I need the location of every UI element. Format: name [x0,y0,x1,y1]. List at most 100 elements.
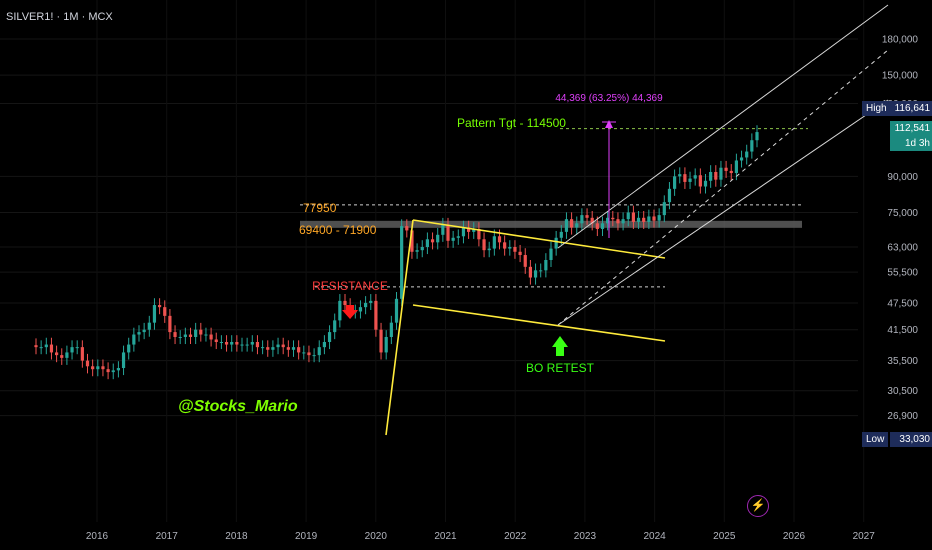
candle-body [590,217,594,224]
pole-line [385,219,414,436]
candle-body [65,352,69,358]
candle-body [461,227,466,237]
candle-body [724,167,728,171]
symbol-title[interactable]: SILVER1! · 1M · MCX [6,11,113,23]
candle-body [693,175,697,179]
channel-mid-line [557,49,889,326]
candle-body [688,178,692,182]
candle-body [703,180,708,187]
candle-body [137,332,141,335]
time-tick-label: 2022 [504,531,527,542]
candle-body [384,336,388,353]
support-zone [300,220,802,228]
candle-body [152,305,157,323]
candle-body [642,217,646,222]
high-label: High [862,101,891,116]
candle-body [678,174,682,177]
lightning-icon[interactable]: ⚡ [747,495,769,517]
candle-body [245,344,249,346]
candle-body [322,342,326,348]
price-tick-label: 47,500 [887,298,918,309]
level-77950-label: 77950 [303,201,337,215]
price-tick-label: 150,000 [882,71,919,82]
time-tick-label: 2016 [86,531,109,542]
pattern-target-label: Pattern Tgt - 114500 [457,116,566,130]
candle-body [286,347,290,350]
price-tick-label: 35,500 [887,356,918,367]
measure-arrowhead [605,120,613,128]
candle-body [49,344,54,353]
candle-body [492,236,496,249]
time-tick-label: 2027 [853,531,876,542]
watermark-label: @Stocks_Mario [178,398,298,415]
candle-body [80,347,84,361]
price-axis[interactable]: 180,000150,000130,00090,00075,00063,0005… [882,35,919,423]
candle-body [631,212,635,222]
candle-body [585,215,589,218]
candle-body [271,347,275,350]
time-tick-label: 2019 [295,531,318,542]
low-label: Low [862,432,889,447]
candle-body [430,239,435,243]
candle-body [250,342,254,345]
candle-body [533,270,538,278]
candle-body [734,160,738,174]
candle-body [338,300,342,321]
candle-body [564,219,569,232]
candle-body [503,242,507,249]
candle-body [523,255,527,267]
candle-body [487,248,491,251]
candle-body [85,360,90,367]
candle-body [281,344,285,348]
candle-body [255,342,260,348]
candle-body [302,352,306,354]
time-axis[interactable]: 2016 2017 2018 2019 2020 2021 2022 2023 2024 2025… [86,531,875,542]
time-tick-label: 2017 [156,531,179,542]
candle-body [374,300,378,330]
flag-upper-line [412,219,666,259]
candle-body [91,366,95,370]
candle-body [379,329,383,353]
candle-body [266,347,270,350]
candle-body [224,342,229,345]
candle-body [739,157,744,161]
candle-body [142,329,146,333]
candle-body [214,339,218,343]
candle-body [312,355,316,357]
candle-body [636,217,641,222]
annotation-labels: 77950 69400 - 71900 RESISTANCE BO RETEST Pat… [178,93,663,415]
candle-body [188,334,193,337]
candle-body [327,332,332,343]
candle-body [394,298,399,323]
candle-body [570,219,574,228]
candle-body [111,370,115,373]
candle-body [343,300,347,306]
candle-body [101,366,105,370]
candle-body [240,344,244,346]
candle-body [230,342,234,345]
candle-body [39,347,43,349]
candle-body [513,246,517,252]
candle-body [358,307,363,312]
candle-body [235,342,239,345]
candle-body [611,217,615,220]
flag-lower-line [412,304,666,342]
candle-body [400,226,404,299]
bo-retest-label: BO RETEST [526,361,595,375]
candle-body [482,239,486,251]
time-tick-label: 2021 [434,531,457,542]
candle-body [96,366,100,370]
candle-body [121,352,126,369]
retest-arrow-icon [552,336,568,356]
time-tick-label: 2020 [365,531,388,542]
candle-body [178,336,182,338]
candle-body [317,347,321,356]
candle-body [369,300,373,303]
candle-body [544,259,548,271]
candle-body [55,352,59,356]
candle-body [70,347,74,353]
candle-body [472,228,476,232]
candle-body [420,246,424,251]
candle-body [575,223,579,228]
